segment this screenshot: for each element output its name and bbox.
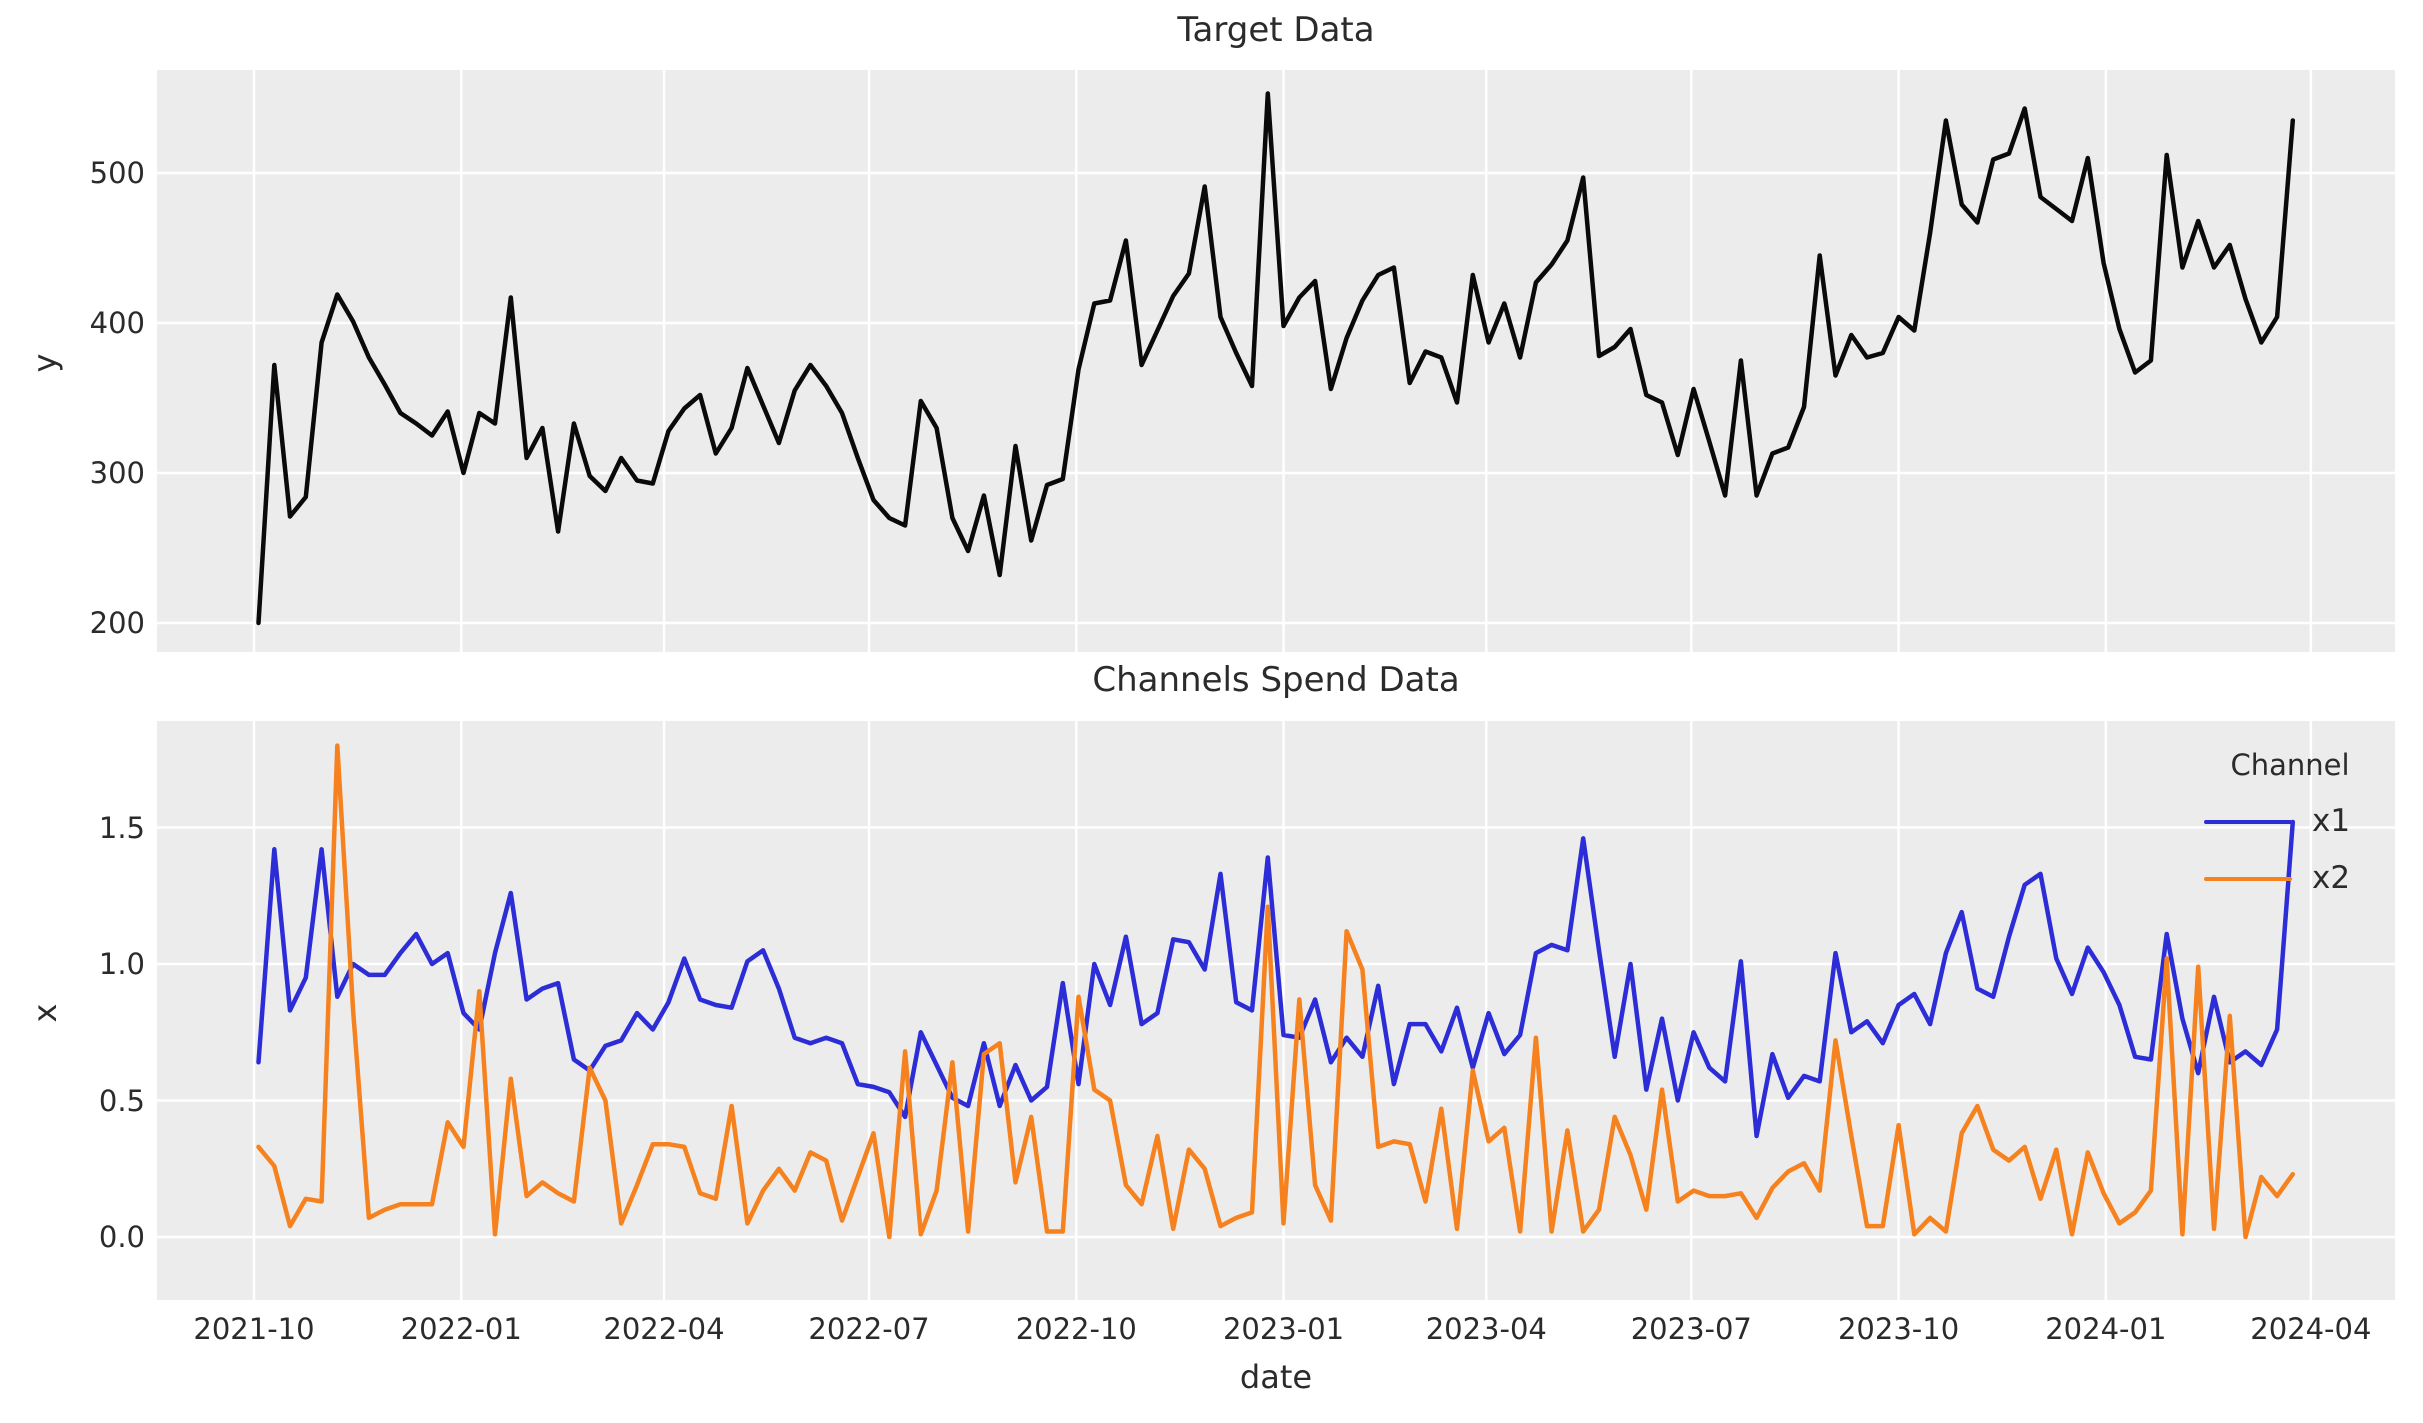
xtick-label: 2021-10 xyxy=(193,1312,315,1346)
xtick-label: 2022-07 xyxy=(808,1312,930,1346)
ytick-label: 1.0 xyxy=(98,947,145,981)
ytick-label: 300 xyxy=(89,456,145,490)
channels-chart-title: Channels Spend Data xyxy=(1092,660,1460,700)
legend-line-x2 xyxy=(2204,877,2292,881)
ytick-label: 400 xyxy=(89,306,145,340)
y-line xyxy=(256,91,2296,626)
xtick-label: 2024-04 xyxy=(2250,1312,2372,1346)
target-chart-plot xyxy=(157,70,2395,652)
channels-y-axis-label: x xyxy=(26,1003,64,1023)
legend-label-x2: x2 xyxy=(2312,860,2351,896)
channels-chart-canvas xyxy=(157,721,2395,1300)
xtick-label: 2022-10 xyxy=(1015,1312,1137,1346)
legend-label-x1: x1 xyxy=(2312,803,2351,839)
ytick-label: 0.0 xyxy=(98,1220,145,1254)
xtick-label: 2022-01 xyxy=(400,1312,522,1346)
ytick-label: 0.5 xyxy=(98,1083,145,1118)
target-chart-title: Target Data xyxy=(1177,10,1375,50)
legend-line-x1 xyxy=(2204,820,2292,824)
target-chart-canvas xyxy=(157,70,2395,652)
xtick-label: 2023-01 xyxy=(1222,1312,1345,1346)
xtick-label: 2022-04 xyxy=(603,1312,725,1346)
xtick-label: 2023-04 xyxy=(1425,1312,1547,1346)
xtick-label: 2023-10 xyxy=(1837,1312,1960,1346)
x1-line xyxy=(256,819,2296,1139)
ytick-label: 200 xyxy=(89,606,145,640)
ytick-label: 500 xyxy=(89,156,145,190)
x2-line xyxy=(256,743,2296,1240)
xtick-label: 2024-01 xyxy=(2045,1312,2167,1346)
xtick-label: 2023-07 xyxy=(1630,1312,1752,1346)
legend-title: Channel xyxy=(2230,748,2350,782)
x-axis-label: date xyxy=(1239,1358,1313,1396)
channels-chart-plot xyxy=(157,721,2395,1300)
ytick-label: 1.5 xyxy=(98,810,145,845)
